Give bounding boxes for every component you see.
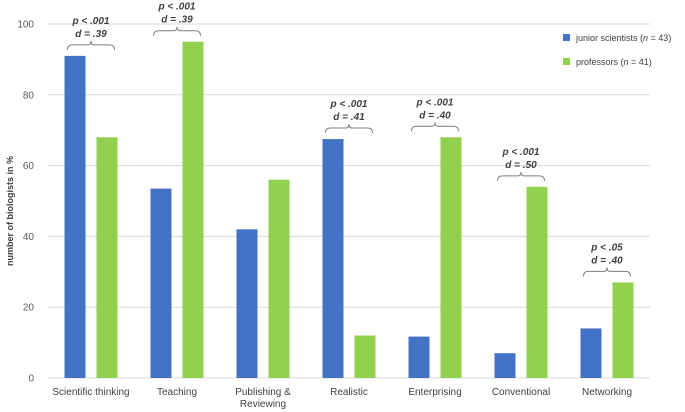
x-category-label: Scientific thinking [52, 387, 129, 398]
effect-size-label: d = .39 [75, 29, 107, 40]
legend-label-part: = 43) [648, 33, 671, 43]
significance-brace [411, 122, 459, 132]
legend-label-part: n [624, 57, 629, 67]
effect-size-label: d = .39 [161, 15, 193, 26]
bar-professors [96, 137, 118, 378]
y-tick-label: 100 [17, 20, 34, 31]
x-category-label: Realistic [330, 387, 368, 398]
bars [64, 41, 634, 379]
significance-brace [67, 40, 115, 50]
legend-swatch-professors [563, 58, 570, 65]
significance-brace [497, 171, 545, 181]
bar-junior-scientists [150, 188, 172, 378]
bar-professors [268, 179, 290, 378]
y-tick-label: 60 [23, 161, 35, 172]
legend-label-part: n [643, 33, 648, 43]
x-category-label-line: Conventional [492, 387, 550, 398]
bar-professors [526, 186, 548, 378]
bar-professors [182, 41, 204, 378]
bar-junior-scientists [236, 229, 258, 378]
legend-label-part: = 41) [629, 57, 652, 67]
y-tick-label: 20 [23, 303, 35, 314]
x-category-label-line: Enterprising [408, 387, 461, 398]
legend-swatch-junior-scientists [563, 34, 570, 41]
x-category-label-line: Reviewing [240, 399, 286, 410]
legend-label-junior-scientists: junior scientists (n = 43) [575, 33, 671, 43]
y-tick-label: 0 [28, 374, 34, 385]
p-value-label: p < .001 [72, 16, 110, 27]
p-value-label: p < .001 [502, 147, 540, 158]
effect-size-label: d = .50 [505, 160, 537, 171]
x-category-label-line: Networking [582, 387, 632, 398]
y-tick-label: 40 [23, 232, 35, 243]
x-category-label: Teaching [157, 387, 197, 398]
bar-junior-scientists [580, 328, 602, 378]
x-category-label-line: Scientific thinking [52, 387, 129, 398]
x-category-label: Enterprising [408, 387, 461, 398]
legend: junior scientists (n = 43)professors (n … [563, 33, 671, 67]
p-value-label: p < .001 [158, 2, 196, 13]
p-value-label: p < .05 [590, 242, 623, 253]
x-category-label: Conventional [492, 387, 550, 398]
bar-professors [612, 282, 634, 378]
significance-brace [583, 267, 631, 277]
bar-professors [354, 335, 376, 378]
significance-brace [153, 26, 201, 36]
bar-junior-scientists [408, 336, 430, 378]
y-tick-label: 80 [23, 90, 35, 101]
x-axis-category-labels: Scientific thinking Teaching Publishing & R… [52, 387, 632, 410]
effect-size-label: d = .41 [333, 112, 365, 123]
effect-size-label: d = .40 [591, 255, 623, 266]
x-category-label-line: Realistic [330, 387, 368, 398]
significance-annotations: p < .001 d = .39 p < .001 d = .39 p < .001 d … [67, 2, 631, 277]
legend-label-part: professors ( [576, 57, 624, 67]
y-axis-label: number of biologists in % [5, 156, 15, 266]
p-value-label: p < .001 [416, 97, 454, 108]
legend-label-professors: professors (n = 41) [576, 57, 652, 67]
gridlines [48, 23, 650, 379]
legend-label-part: junior scientists ( [575, 33, 643, 43]
bar-junior-scientists [494, 353, 516, 378]
bar-junior-scientists [64, 55, 86, 379]
p-value-label: p < .001 [330, 99, 368, 110]
y-axis-ticks: 0 20 40 60 80 100 [17, 20, 34, 385]
x-category-label-line: Publishing & [235, 387, 291, 398]
effect-size-label: d = .40 [419, 110, 451, 121]
bar-professors [440, 137, 462, 378]
significance-brace [325, 124, 373, 134]
bar-junior-scientists [322, 139, 344, 378]
x-category-label: Publishing & Reviewing [235, 387, 291, 410]
x-category-label: Networking [582, 387, 632, 398]
x-category-label-line: Teaching [157, 387, 197, 398]
